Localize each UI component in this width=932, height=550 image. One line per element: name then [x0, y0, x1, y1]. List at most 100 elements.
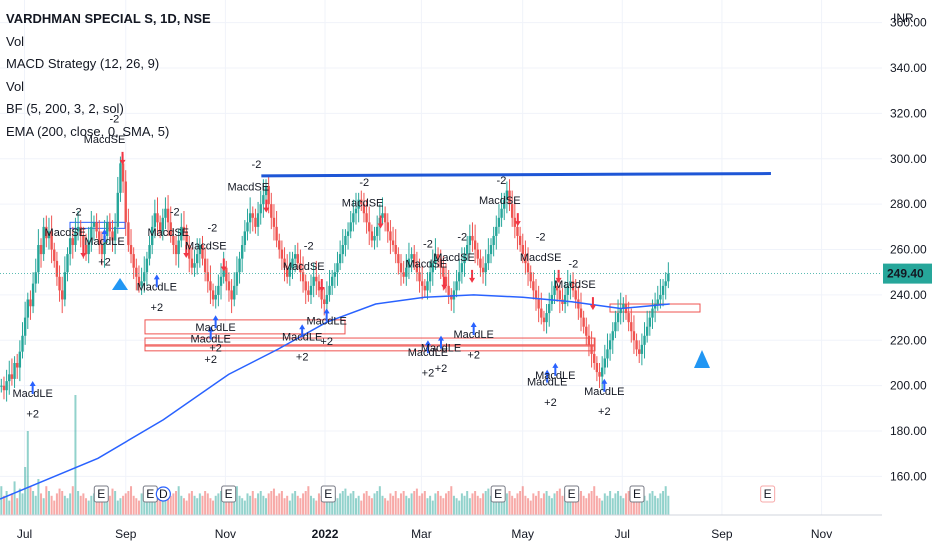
volume-bar: [294, 491, 297, 515]
volume-bar: [590, 491, 593, 515]
volume-bar: [603, 493, 606, 515]
volume-bar: [651, 491, 654, 515]
volume-bar: [587, 493, 590, 515]
candle-body: [397, 254, 400, 264]
candle-body: [240, 245, 244, 259]
annotation-label: -2: [304, 241, 314, 253]
candle-body: [174, 245, 178, 255]
volume-bar: [21, 493, 24, 515]
candle-body: [66, 254, 69, 273]
candle-body: [532, 281, 535, 291]
volume-bar: [598, 498, 601, 515]
volume-bar: [275, 495, 278, 515]
candle-body: [447, 285, 450, 295]
volume-bar: [392, 495, 395, 515]
legend-line-vol[interactable]: Vol: [6, 33, 25, 49]
candle-body: [84, 245, 88, 255]
volume-bar: [376, 491, 379, 515]
volume-bar: [336, 498, 339, 515]
volume-bar: [413, 491, 416, 515]
volume-bar: [323, 491, 326, 515]
time-tick-label: 2022: [312, 527, 339, 541]
volume-bar: [286, 495, 289, 515]
legend-line-macd[interactable]: MACD Strategy (12, 26, 9): [6, 56, 160, 71]
volume-bar: [77, 491, 80, 515]
volume-bar: [614, 493, 617, 515]
candle-body: [458, 272, 461, 282]
candle-body: [275, 226, 278, 241]
volume-bar: [495, 491, 498, 515]
candle-body: [283, 258, 286, 268]
time-tick-label: Jul: [615, 527, 630, 541]
candle-body: [211, 290, 215, 300]
sell-arrow-icon: [318, 278, 325, 292]
candle-body: [166, 208, 170, 223]
candle-body: [463, 254, 466, 264]
volume-bar: [317, 493, 320, 515]
legend-line-vol2[interactable]: Vol: [6, 78, 25, 94]
strategy-annotations: MacdSE-2MacdSE-2MacdSE-2MacdSE-2MacdSE-2…: [12, 114, 710, 420]
candle-body: [198, 245, 202, 255]
candle-body: [534, 290, 538, 300]
sell-arrow-icon: [263, 199, 270, 213]
candle-body: [423, 285, 427, 291]
volume-bar: [212, 500, 215, 515]
volume-bar: [656, 498, 659, 515]
candle-body: [582, 317, 585, 327]
volume-bar: [407, 498, 410, 515]
candle-body: [2, 385, 6, 391]
candle-body: [667, 273, 670, 282]
candle-body: [476, 249, 479, 259]
candle-body: [227, 281, 231, 291]
volume-bar: [74, 395, 77, 515]
candle-body: [563, 294, 567, 305]
volume-bar: [257, 493, 260, 515]
volume-bar: [233, 491, 236, 515]
volume-bar: [516, 493, 519, 515]
volume-bar: [386, 500, 389, 515]
annotation-label: MacdSE: [406, 259, 448, 271]
candle-body: [593, 353, 596, 363]
time-axis[interactable]: Jul Sep Nov 2022 Mar May Jul Sep Nov: [0, 514, 882, 541]
signal-box: [144, 337, 596, 347]
price-tick-label: 320.00: [890, 106, 927, 120]
volume-bar: [333, 495, 336, 515]
candle-body: [137, 276, 141, 286]
volume-bar: [360, 500, 363, 515]
candle-body: [638, 349, 641, 354]
candle-body: [587, 335, 591, 345]
candle-body: [304, 281, 307, 291]
volume-bar: [164, 491, 167, 515]
volume-bar: [389, 493, 392, 515]
volume-bar: [355, 498, 358, 515]
annotation-label: MacdSE: [227, 182, 269, 194]
candle-body: [436, 254, 440, 259]
legend-line-ema[interactable]: EMA (200, close, 0, SMA, 5): [6, 123, 170, 139]
candle-body: [74, 231, 77, 246]
legend-line-bf[interactable]: BF (5, 200, 3, 2, sol): [6, 101, 124, 116]
buy-arrow-icon: [552, 362, 559, 376]
price-axis[interactable]: INR 160.00 180.00 200.00 220.00 240.00 260.00 2…: [0, 11, 932, 483]
volume-bar: [249, 495, 252, 515]
volume-bar: [238, 495, 241, 515]
candle-body: [521, 245, 524, 255]
candle-body: [209, 281, 212, 291]
candle-body: [45, 226, 48, 239]
volume-bar: [79, 495, 82, 515]
ema-line: [0, 294, 670, 500]
candle-body: [153, 213, 157, 227]
earnings-marker: [320, 485, 336, 503]
symbol-title[interactable]: VARDHMAN SPECIAL S, 1D, NSE: [6, 11, 211, 26]
volume-bar: [265, 498, 268, 515]
candle-body: [169, 222, 172, 236]
volume-bar: [521, 486, 524, 515]
candle-body: [357, 199, 360, 209]
candle-body: [140, 281, 143, 286]
volume-bar: [283, 498, 286, 515]
annotation-label: MacdSE: [554, 279, 596, 291]
candle-body: [484, 263, 487, 273]
volume-bar: [362, 493, 365, 515]
candle-body: [299, 263, 302, 273]
